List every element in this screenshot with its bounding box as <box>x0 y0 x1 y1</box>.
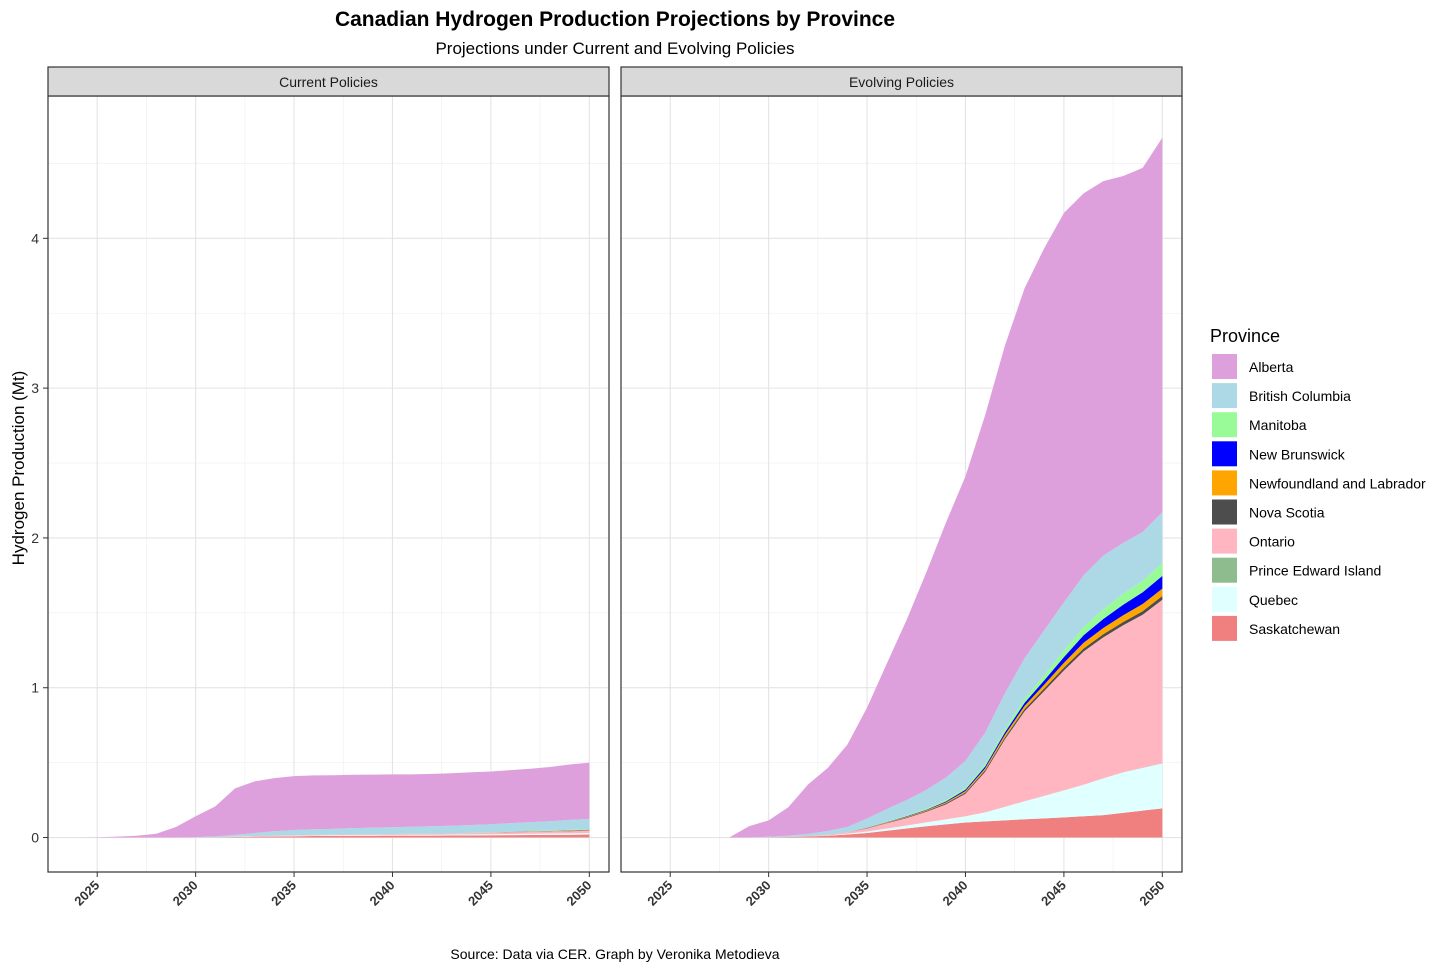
area-british-columbia <box>57 818 590 838</box>
facet-panel-1: Evolving Policies 2025 2030 2035 2040 2045 205… <box>620 66 1183 909</box>
legend-key <box>1212 557 1237 583</box>
facet-strip-label: Evolving Policies <box>849 74 954 90</box>
x-tick-label: 2050 <box>563 878 594 909</box>
y-axis-label: Hydrogen Production (Mt) <box>9 371 28 566</box>
legend-key <box>1212 412 1237 438</box>
x-tick-label: 2040 <box>367 878 398 909</box>
legend-item: Manitoba <box>1212 412 1307 438</box>
legend-label: Alberta <box>1249 359 1294 375</box>
legend-label: British Columbia <box>1249 388 1351 404</box>
x-tick-label: 2045 <box>1038 878 1069 909</box>
x-tick-label: 2050 <box>1136 878 1167 909</box>
legend-title: Province <box>1210 326 1280 346</box>
legend-item: New Brunswick <box>1212 441 1346 467</box>
legend-label: Manitoba <box>1249 417 1307 433</box>
area-quebec <box>630 763 1163 838</box>
x-tick-label: 2025 <box>644 878 675 909</box>
area-alberta <box>57 762 590 838</box>
legend-item: Saskatchewan <box>1212 615 1340 641</box>
y-tick-label: 0 <box>31 830 39 846</box>
legend-key <box>1212 499 1237 525</box>
legend-item: Quebec <box>1212 586 1298 612</box>
y-tick-label: 1 <box>31 680 39 696</box>
x-tick-label: 2030 <box>743 878 774 909</box>
y-tick-label: 4 <box>31 230 39 246</box>
x-tick-label: 2035 <box>268 878 299 909</box>
legend-key <box>1212 383 1237 409</box>
facet-panel-0: Current Policies 2025 2030 2035 2040 2045 2050… <box>31 66 610 909</box>
legend-key <box>1212 470 1237 496</box>
y-tick-label: 2 <box>31 530 39 546</box>
legend-item: Nova Scotia <box>1212 499 1325 525</box>
x-tick-label: 2025 <box>71 878 102 909</box>
legend-item: Alberta <box>1212 354 1294 379</box>
legend-key <box>1212 586 1237 612</box>
legend-label: Ontario <box>1249 534 1295 550</box>
area-ontario <box>630 599 1163 838</box>
x-tick-label: 2040 <box>940 878 971 909</box>
legend-item: Newfoundland and Labrador <box>1212 470 1426 496</box>
chart-caption: Source: Data via CER. Graph by Veronika … <box>450 946 779 962</box>
legend: Alberta British Columbia Manitoba New Bruns… <box>1212 354 1426 641</box>
legend-label: Nova Scotia <box>1249 505 1325 521</box>
chart-subtitle: Projections under Current and Evolving P… <box>435 39 794 58</box>
legend-key <box>1212 615 1237 641</box>
legend-label: Prince Edward Island <box>1249 563 1381 579</box>
legend-key <box>1212 354 1237 379</box>
x-tick-label: 2045 <box>465 878 496 909</box>
panel-background <box>48 96 609 872</box>
facet-strip <box>47 66 610 97</box>
area-quebec <box>57 833 590 838</box>
legend-key <box>1212 528 1237 554</box>
facet-strip-label: Current Policies <box>279 74 378 90</box>
legend-item: British Columbia <box>1212 383 1351 409</box>
legend-label: New Brunswick <box>1249 446 1346 462</box>
x-tick-label: 2035 <box>841 878 872 909</box>
facet-panels: Current Policies 2025 2030 2035 2040 2045 2050… <box>31 66 1183 909</box>
legend-label: Saskatchewan <box>1249 621 1340 637</box>
chart-title: Canadian Hydrogen Production Projections… <box>335 8 895 31</box>
area-saskatchewan <box>57 834 590 838</box>
legend-label: Newfoundland and Labrador <box>1249 475 1426 491</box>
legend-item: Prince Edward Island <box>1212 557 1381 583</box>
area-ontario <box>57 830 590 838</box>
facet-strip <box>620 66 1183 97</box>
area-alberta <box>630 137 1163 838</box>
y-tick-label: 3 <box>31 380 39 396</box>
legend-item: Ontario <box>1212 528 1295 554</box>
x-tick-label: 2030 <box>170 878 201 909</box>
legend-label: Quebec <box>1249 592 1298 608</box>
area-saskatchewan <box>630 808 1163 838</box>
legend-key <box>1212 441 1237 467</box>
